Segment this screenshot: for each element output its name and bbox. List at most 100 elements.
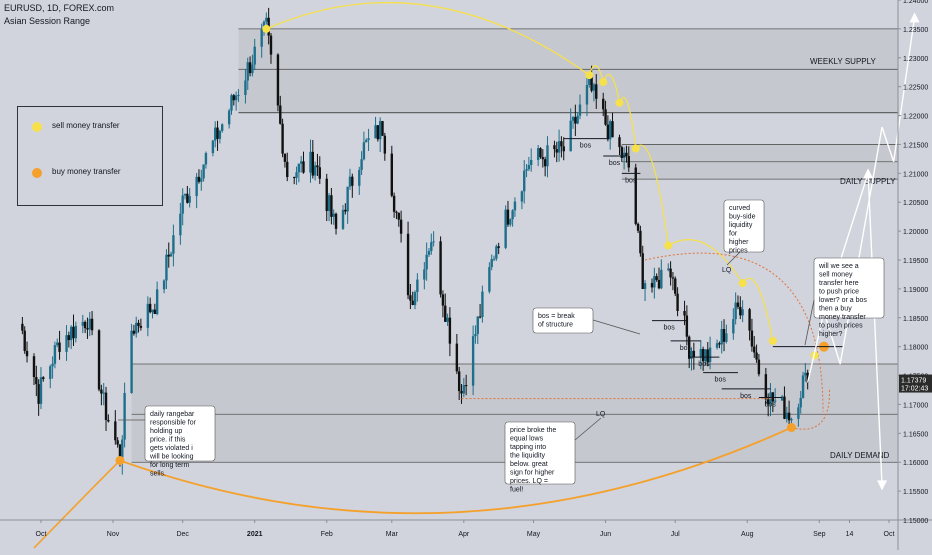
candle-body [183,193,187,196]
candle-body [409,295,412,301]
candle-body [37,384,40,404]
candle-body [360,159,363,170]
candle-body [471,336,475,386]
candle-body [783,396,786,419]
candle-body [248,62,252,74]
candle-body [657,279,661,289]
candle-body [571,117,575,121]
candle-body [553,145,556,150]
candle-body [72,326,75,339]
candle-body [527,164,531,170]
candle-body [49,366,52,380]
candle-body [313,165,317,176]
candle-body [741,309,744,316]
candle-body [123,392,126,440]
candle-body [799,397,802,408]
candle-body [460,391,463,394]
y-tick-label-2: 1.16000 [903,460,928,467]
callout-bos-box [532,307,594,334]
lq-label-curved: LQ [722,267,732,274]
candle-body [153,309,157,315]
bos-label-1: bos [609,160,621,167]
y-tick-label-15: 1.22500 [903,85,928,92]
candle-body [88,318,91,330]
candle-body [660,269,663,289]
candle-body [67,335,71,341]
x-tick-label-10: Aug [741,531,754,538]
candle-body [627,156,630,168]
candle-body [318,167,321,179]
candle-body [286,161,289,178]
candle-body [790,418,793,421]
candle-body [86,328,89,330]
candle-body [167,254,170,257]
candle-body [739,306,742,316]
candle-body [520,191,524,202]
candle-body [299,161,303,164]
candle-body [490,259,493,268]
callout-rangebar-line-3: price. if this [150,437,186,444]
curved-liquidity-line [644,252,824,412]
candle-body [748,309,751,331]
candle-body [107,419,110,422]
candle-body [555,149,558,153]
candle-body [397,212,400,220]
sell-marker-5 [738,279,747,288]
candle-body [439,241,442,295]
candle-body [56,342,59,346]
candle-body [536,148,540,160]
candle-body [139,325,143,328]
candle-body [116,440,119,445]
callout-question-line-6: money transfer [819,314,866,321]
candle-body [218,130,222,139]
bos-label-5: bos [698,361,710,368]
candle-body [392,195,396,212]
candle-body [476,316,479,335]
candle-body [132,330,136,334]
bos-label-7: bos [740,393,752,400]
candle-body [492,258,496,260]
y-tick-label-13: 1.21500 [903,142,928,149]
candle-body [230,95,233,111]
candle-body [780,396,784,401]
callout-bos-pointer [592,319,641,335]
callout-liquidity-line-6: prices. LQ = [510,478,548,485]
candle-body [69,326,73,341]
callout-curved-box [723,199,765,253]
candle-body [725,333,728,342]
sell-marker-2 [615,98,624,107]
candle-body [362,142,366,160]
callout-question-line-5: then a buy [819,306,852,313]
candle-body [146,303,150,328]
candle-body [279,105,282,124]
candle-body [525,169,528,171]
candle-body [104,392,108,420]
callout-curved-line-0: curved [729,205,750,212]
x-tick-label-12: 14 [846,531,854,538]
projection-arrow-down-icon [877,480,888,491]
candle-body [588,75,591,85]
candle-body [32,356,36,378]
candle-body [74,325,78,339]
x-tick-label-13: Oct [884,531,895,538]
candle-body [669,268,672,278]
candle-body [766,399,770,405]
candle-body [708,347,712,362]
legend-buy-label: buy money transfer [52,167,121,176]
candle-body [750,330,754,347]
candle-body [478,316,482,318]
callout-liquidity-line-7: fuel! [510,487,523,494]
candle-body [200,178,203,182]
candle-body [569,120,572,152]
candle-body [667,268,670,270]
candle-body [151,309,154,313]
candle-body [671,277,675,279]
callout-curved-line-3: for [729,231,738,238]
candle-body [332,213,335,217]
lq-label-equal-lows: LQ [596,411,606,418]
candle-body [413,292,417,306]
candle-body [430,242,433,251]
candle-body [204,153,208,165]
